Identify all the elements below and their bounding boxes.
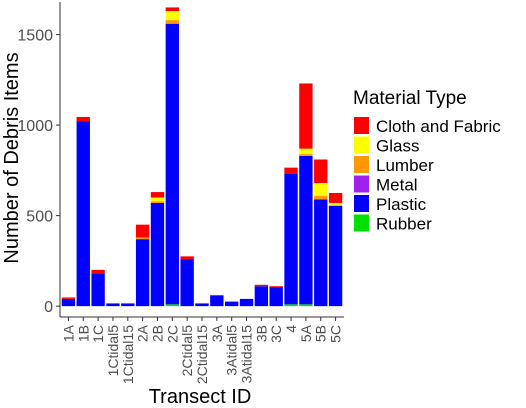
bar-2Ctidal5-plastic xyxy=(180,259,194,307)
x-tick-label-3C: 3C xyxy=(268,325,284,343)
bar-5A-rubber xyxy=(299,304,313,307)
x-tick-label-5B: 5B xyxy=(313,325,329,342)
bar-3Atidal5-plastic xyxy=(225,301,239,307)
y-tick-labels: 0 500 1000 1500 xyxy=(17,28,60,316)
legend-swatch-rubber xyxy=(354,214,369,232)
x-axis-title: Transect ID xyxy=(149,386,252,408)
bar-2Ctidal15-plastic xyxy=(195,303,209,307)
x-tick-label-2A: 2A xyxy=(135,324,151,342)
bar-2A-plastic xyxy=(135,239,150,307)
bar-2B-lumber xyxy=(150,201,165,203)
bar-2B-plastic xyxy=(150,202,165,307)
y-tick-label: 1000 xyxy=(17,118,53,135)
bar-3C-plastic xyxy=(269,287,283,307)
x-tick-label-2C: 2C xyxy=(164,325,180,343)
bar-4-plastic xyxy=(284,173,298,305)
x-tick-label-1Ctidal5: 1Ctidal5 xyxy=(105,325,121,377)
bar-1A-plastic xyxy=(61,298,76,307)
legend-label-rubber: Rubber xyxy=(376,215,432,234)
bar-2A-cloth-and-fabric xyxy=(135,224,150,238)
bar-2A-lumber xyxy=(135,237,150,240)
x-tick-label-1A: 1A xyxy=(60,324,76,342)
bar-5B-plastic xyxy=(314,199,328,307)
x-tick-label-5C: 5C xyxy=(328,325,344,343)
x-tick-label-3B: 3B xyxy=(253,325,269,342)
bar-3A-plastic xyxy=(210,295,224,307)
legend-label-plastic: Plastic xyxy=(376,195,427,214)
legend-swatch-glass xyxy=(354,136,369,154)
y-tick-label: 0 xyxy=(44,299,53,316)
bar-3B-plastic xyxy=(254,286,269,307)
bar-1C-cloth-and-fabric xyxy=(91,269,105,274)
x-tick-labels: 1A1B1C1Ctidal51Ctidal152A2B2C2Ctidal52Ct… xyxy=(60,317,344,384)
y-tick-label: 500 xyxy=(26,209,53,226)
x-tick-label-2B: 2B xyxy=(150,325,166,342)
bar-1B-cloth-and-fabric xyxy=(76,116,90,122)
bar-2B-glass xyxy=(150,197,165,202)
x-tick-label-1B: 1B xyxy=(75,325,91,342)
x-tick-label-3A: 3A xyxy=(209,324,225,342)
y-tick-label: 1500 xyxy=(17,28,53,45)
bar-1Ctidal5-plastic xyxy=(106,303,120,307)
bar-2C-glass xyxy=(165,11,179,21)
bar-1A-cloth-and-fabric xyxy=(61,297,76,299)
legend-label-cloth-and-fabric: Cloth and Fabric xyxy=(376,117,501,136)
bar-5B-cloth-and-fabric xyxy=(314,159,328,184)
legend-swatch-plastic xyxy=(354,195,369,212)
bars-layer xyxy=(61,7,343,307)
x-tick-label-5A: 5A xyxy=(298,324,314,342)
bar-5C-glass xyxy=(328,202,343,206)
x-tick-label-3Atidal5: 3Atidal5 xyxy=(224,325,240,376)
bar-3C-cloth-and-fabric xyxy=(269,286,283,288)
bar-1Ctidal15-plastic xyxy=(121,303,135,307)
bar-5A-lumber xyxy=(299,154,313,156)
bar-4-rubber xyxy=(284,304,298,307)
bar-5C-cloth-and-fabric xyxy=(328,192,343,203)
bar-2Ctidal5-cloth-and-fabric xyxy=(180,256,194,260)
legend-swatch-lumber xyxy=(354,156,369,173)
legend-swatch-metal xyxy=(354,175,369,193)
x-tick-label-1C: 1C xyxy=(90,325,106,343)
bar-1C-plastic xyxy=(91,273,105,307)
x-tick-label-3Atidal15: 3Atidal15 xyxy=(239,325,255,384)
y-axis-title: Number of Debris Items xyxy=(1,52,23,263)
bar-5B-glass xyxy=(314,183,328,196)
x-tick-label-2Ctidal15: 2Ctidal15 xyxy=(194,325,210,384)
bar-5A-plastic xyxy=(299,155,313,305)
legend-label-lumber: Lumber xyxy=(376,156,434,175)
bar-2C-lumber xyxy=(165,20,179,24)
x-tick-label-4: 4 xyxy=(283,325,299,333)
bar-5B-lumber xyxy=(314,195,328,200)
legend-label-glass: Glass xyxy=(376,137,419,156)
bar-3B-cloth-and-fabric xyxy=(254,284,269,287)
x-tick-label-2Ctidal5: 2Ctidal5 xyxy=(179,325,195,377)
bar-2C-cloth-and-fabric xyxy=(165,7,179,12)
bar-2C-rubber xyxy=(165,304,179,307)
legend-title: Material Type xyxy=(353,88,467,109)
legend-label-metal: Metal xyxy=(376,176,418,195)
bar-2C-plastic xyxy=(165,23,179,305)
bar-5A-glass xyxy=(299,148,313,155)
bar-1B-plastic xyxy=(76,121,90,307)
bar-5C-plastic xyxy=(328,205,343,307)
bar-4-cloth-and-fabric xyxy=(284,167,298,174)
bar-3Atidal15-plastic xyxy=(239,298,254,307)
x-tick-label-1Ctidal15: 1Ctidal15 xyxy=(120,325,136,384)
bar-5A-cloth-and-fabric xyxy=(299,83,313,149)
bar-2B-cloth-and-fabric xyxy=(150,192,165,198)
legend: Material Type Cloth and FabricGlassLumbe… xyxy=(353,88,501,234)
legend-swatch-cloth-and-fabric xyxy=(354,117,369,134)
